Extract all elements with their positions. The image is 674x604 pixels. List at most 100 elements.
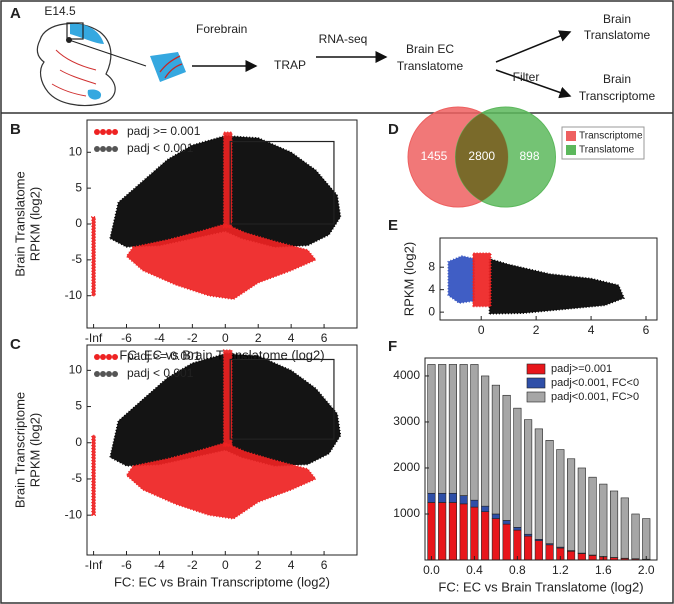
y-tick-label: 2000: [393, 460, 420, 474]
bar-segment: [642, 518, 651, 560]
legend-marker: [100, 146, 106, 152]
embryo-vessels: [51, 49, 97, 97]
point-cloud: [472, 252, 492, 308]
x-tick-label: 2.0: [638, 563, 655, 577]
embryo-region: [87, 89, 102, 100]
legend-label: padj >= 0.001: [127, 349, 201, 363]
panel-label: D: [388, 121, 399, 138]
output-label: Translatome: [584, 28, 651, 42]
pointer: [68, 39, 147, 67]
legend-marker: [100, 129, 106, 135]
bar-segment: [481, 511, 490, 561]
y-tick-label: 10: [69, 144, 83, 158]
legend-label: padj<0.001, FC<0: [551, 377, 639, 389]
y-tick-label: 0: [75, 216, 82, 230]
legend-swatch: [566, 131, 576, 141]
bar-segment: [588, 476, 597, 556]
y-tick-label: 4: [428, 282, 435, 296]
filter-label: Filter: [513, 70, 540, 84]
legend-marker: [112, 146, 118, 152]
legend-marker: [100, 354, 106, 360]
bar-segment: [502, 520, 511, 525]
bar-segment: [567, 458, 576, 551]
bar-segment: [448, 364, 457, 494]
highlight-box: [229, 140, 335, 225]
x-tick-label: -6: [121, 331, 132, 345]
legend-label: padj < 0.001: [127, 366, 194, 380]
bar-segment: [427, 364, 436, 494]
panel-label: C: [10, 336, 21, 353]
legend-marker: [106, 129, 112, 135]
y-axis-label: RPKM (log2): [27, 187, 42, 261]
legend-label: padj >= 0.001: [127, 124, 201, 138]
legend-marker: [94, 371, 100, 377]
bar-segment: [481, 375, 490, 507]
bar-segment: [631, 513, 640, 560]
venn-count: 1455: [421, 149, 448, 163]
bar-segment: [524, 535, 533, 561]
bar-segment: [588, 555, 597, 561]
bar-segment: [459, 503, 468, 561]
x-tick-label: -4: [154, 558, 165, 572]
bar-segment: [609, 490, 619, 558]
legend-label: padj < 0.001: [127, 141, 194, 155]
bar-segment: [545, 544, 554, 561]
bar-segment: [599, 483, 608, 557]
bar-segment: [567, 550, 576, 561]
x-tick-label: 6: [321, 558, 328, 572]
bar-segment: [513, 407, 522, 528]
x-tick-label: 0: [478, 323, 485, 337]
x-tick-label: 6: [321, 331, 328, 345]
panel-label: F: [388, 338, 397, 355]
output-label: Brain: [603, 72, 631, 86]
bar-segment: [459, 364, 468, 496]
embryo-brain: [70, 23, 104, 44]
bar-segment: [470, 506, 479, 561]
x-tick-label: 0.8: [509, 563, 526, 577]
venn-count: 2800: [468, 149, 495, 163]
output-label: Brain: [603, 12, 631, 26]
legend-label: padj<0.001, FC>0: [551, 391, 639, 403]
x-tick-label: -2: [187, 331, 198, 345]
legend-marker: [94, 129, 100, 135]
x-tick-label: -4: [154, 331, 165, 345]
y-tick-label: -5: [71, 471, 82, 485]
x-tick-label: 1.6: [595, 563, 612, 577]
bar-segment: [502, 523, 511, 561]
legend-swatch: [526, 377, 546, 389]
arrow: [495, 69, 572, 99]
point-cloud: [125, 441, 318, 520]
stage-label: E14.5: [44, 4, 76, 18]
bar-segment: [470, 364, 479, 501]
legend-marker: [94, 146, 100, 152]
bar-segment: [491, 513, 500, 519]
legend-swatch: [526, 363, 546, 375]
bar-segment: [491, 384, 500, 515]
bar-segment: [513, 527, 522, 531]
venn-count: 898: [519, 149, 539, 163]
y-tick-label: 10: [69, 363, 83, 377]
y-axis-label: Brain Translatome: [12, 171, 27, 277]
panel-label: A: [10, 5, 21, 22]
y-axis-label: Brain Transcriptome: [12, 392, 27, 508]
y-tick-label: 0: [428, 304, 435, 318]
x-tick-label: 4: [288, 331, 295, 345]
x-tick-label: -2: [187, 558, 198, 572]
x-tick-label: -Inf: [85, 331, 103, 345]
y-tick-label: 8: [428, 259, 435, 273]
x-tick-label: 2: [533, 323, 540, 337]
y-tick-label: -10: [65, 288, 83, 302]
point-cloud: [91, 434, 96, 516]
panel-label: B: [10, 121, 21, 138]
bar-segment: [524, 419, 533, 535]
panel-label: E: [388, 217, 398, 234]
x-tick-label: -6: [121, 558, 132, 572]
legend-marker: [106, 354, 112, 360]
x-axis-label: FC: EC vs Brain Translatome (log2): [438, 579, 643, 594]
bar-segment: [502, 394, 511, 521]
bar-segment: [481, 505, 490, 512]
legend-swatch: [566, 145, 576, 155]
ec-label: Brain EC: [406, 42, 454, 56]
